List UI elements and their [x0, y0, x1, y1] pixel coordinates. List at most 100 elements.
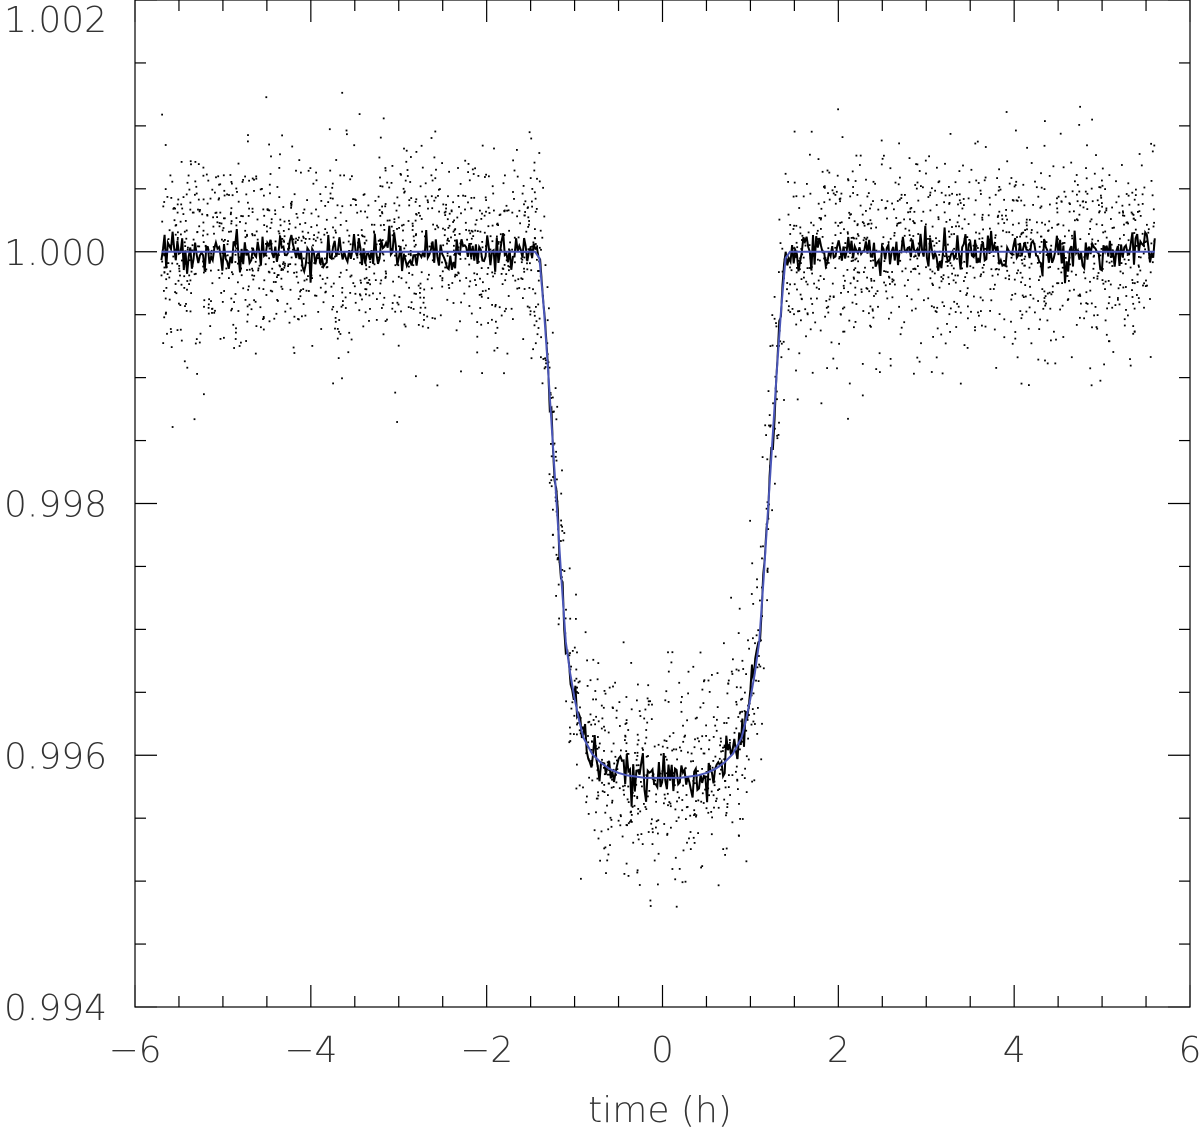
data-point: [1125, 309, 1127, 311]
data-point: [951, 226, 953, 228]
data-point: [191, 249, 194, 252]
data-point: [956, 193, 958, 196]
data-point: [684, 767, 687, 770]
data-point: [188, 259, 191, 262]
data-point: [966, 236, 969, 238]
data-point: [218, 222, 221, 224]
data-point: [165, 278, 168, 281]
data-point: [484, 196, 487, 199]
data-point: [683, 735, 686, 738]
data-point: [933, 306, 935, 309]
data-point: [843, 287, 845, 290]
data-point: [1004, 277, 1007, 280]
data-point: [423, 296, 425, 299]
data-point: [771, 509, 773, 512]
data-point: [293, 352, 296, 354]
data-point: [448, 224, 451, 227]
data-point: [914, 268, 917, 271]
data-point: [192, 211, 195, 214]
data-point: [550, 485, 553, 488]
data-point: [1011, 342, 1014, 345]
data-point: [415, 198, 418, 201]
data-point: [997, 273, 999, 276]
data-point: [1049, 266, 1051, 268]
data-point: [718, 772, 721, 775]
data-point: [430, 174, 433, 177]
data-point: [1138, 153, 1141, 155]
data-point: [474, 167, 476, 170]
data-point: [1105, 209, 1108, 212]
data-point: [723, 798, 726, 801]
data-point: [173, 219, 176, 222]
data-point: [218, 225, 221, 228]
data-point: [776, 345, 778, 347]
data-point: [346, 133, 348, 136]
data-point: [282, 239, 285, 242]
data-point: [296, 216, 299, 219]
data-point: [202, 265, 205, 268]
data-point: [437, 195, 439, 197]
data-point: [349, 243, 352, 246]
data-point: [452, 230, 455, 233]
data-point: [1126, 254, 1129, 256]
data-point: [371, 223, 373, 226]
data-point: [742, 668, 745, 670]
data-point: [230, 207, 233, 210]
data-point: [800, 278, 803, 280]
data-point: [1071, 190, 1074, 193]
data-point: [875, 249, 878, 252]
data-point: [1008, 278, 1010, 281]
data-point: [353, 198, 356, 201]
data-point: [637, 764, 640, 767]
data-point: [1134, 228, 1137, 231]
data-point: [1030, 229, 1033, 231]
data-point: [590, 759, 593, 762]
data-point: [737, 632, 740, 634]
data-point: [1056, 282, 1058, 285]
data-point: [332, 295, 334, 297]
data-point: [180, 161, 183, 163]
data-point: [1015, 180, 1018, 183]
data-point: [283, 220, 286, 223]
data-point: [491, 224, 494, 227]
data-point: [526, 305, 529, 308]
data-point: [556, 405, 559, 408]
data-point: [276, 299, 279, 301]
data-point: [426, 278, 429, 281]
data-point: [981, 324, 983, 327]
data-point: [419, 306, 422, 309]
data-point: [1070, 161, 1073, 164]
data-point: [672, 732, 675, 734]
data-point: [953, 233, 955, 235]
data-point: [485, 173, 487, 176]
data-point: [413, 245, 416, 248]
data-point: [346, 229, 349, 232]
data-point: [825, 300, 828, 302]
data-point: [712, 716, 715, 718]
data-point: [982, 228, 984, 231]
data-point: [379, 224, 382, 227]
data-point: [1138, 256, 1140, 258]
data-point: [934, 310, 937, 312]
data-point: [181, 259, 183, 262]
data-point: [332, 257, 335, 260]
data-point: [847, 255, 850, 258]
data-point: [981, 213, 984, 216]
data-point: [697, 832, 699, 834]
data-point: [164, 144, 167, 146]
data-point: [766, 599, 768, 602]
data-point: [255, 230, 258, 233]
data-point: [1150, 142, 1152, 145]
data-point: [514, 261, 516, 264]
data-point: [772, 402, 774, 405]
data-point: [728, 774, 730, 776]
data-point: [852, 192, 854, 194]
data-point: [523, 270, 526, 273]
data-point: [944, 162, 946, 165]
data-point: [489, 248, 492, 251]
data-point: [1114, 304, 1117, 306]
data-point: [596, 777, 599, 780]
data-point: [498, 214, 501, 216]
data-point: [912, 268, 915, 270]
data-point: [589, 679, 592, 682]
